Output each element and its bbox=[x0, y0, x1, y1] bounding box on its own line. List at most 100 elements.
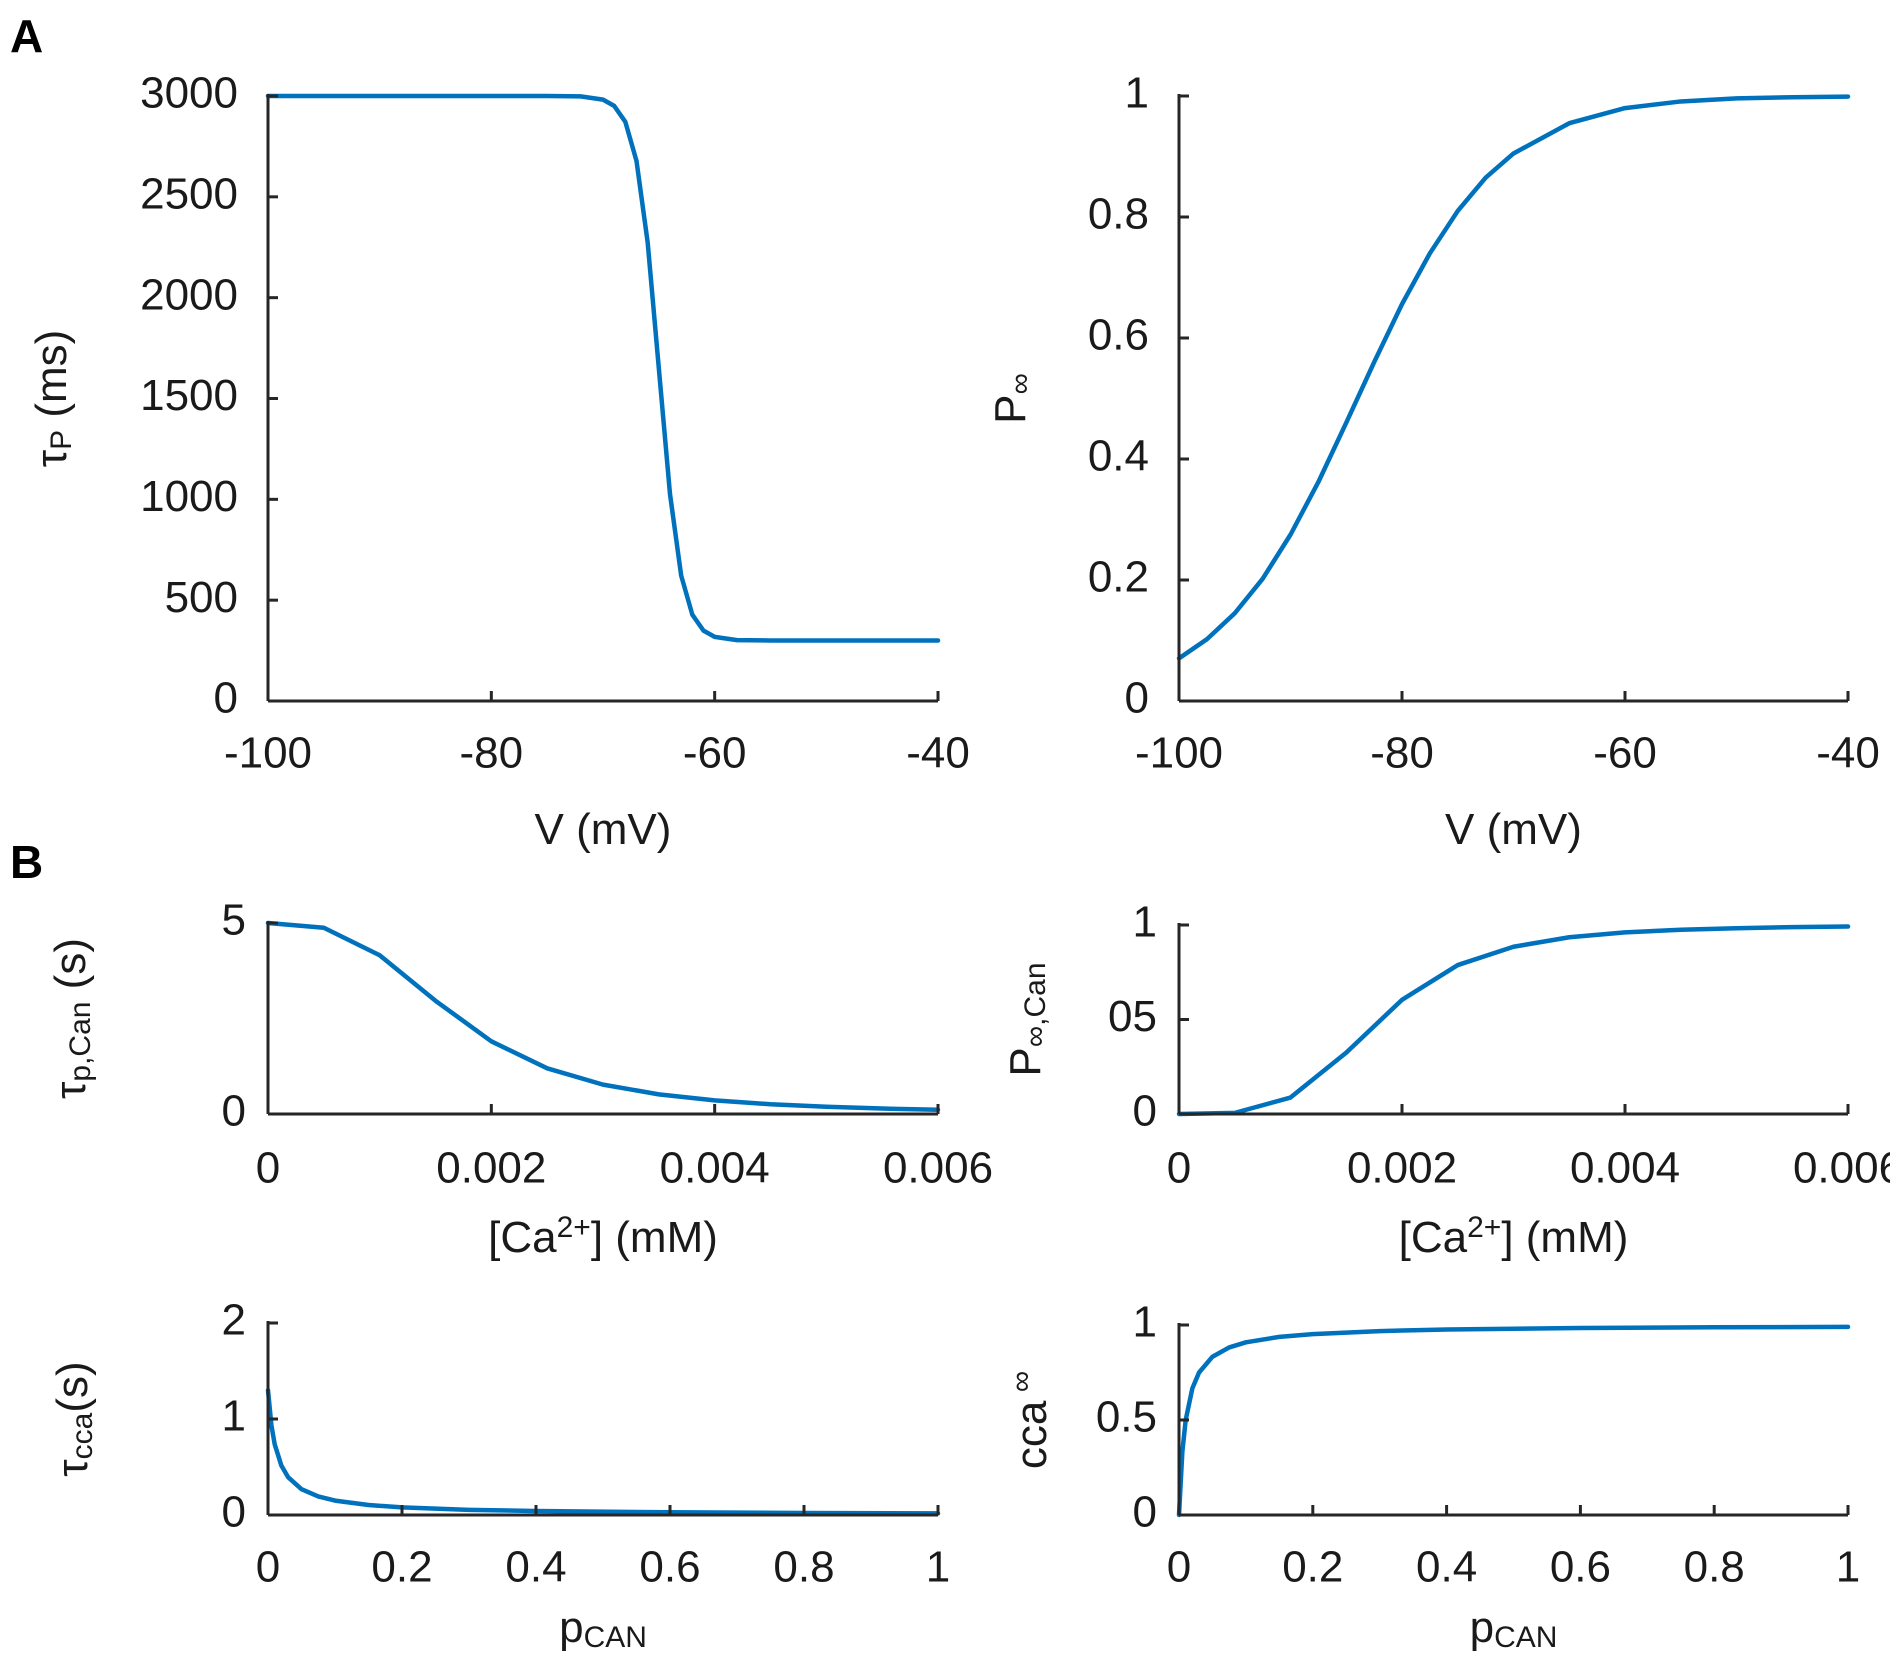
y-tick-label: 0 bbox=[214, 674, 238, 723]
label-part: ∞ bbox=[1005, 1371, 1038, 1401]
y-tick-label: 1 bbox=[1133, 1298, 1157, 1347]
label-part: cca bbox=[66, 1412, 99, 1459]
y-tick-label: 0.8 bbox=[1088, 190, 1149, 239]
x-tick-label: 0.4 bbox=[505, 1543, 566, 1592]
panel-label: A bbox=[10, 10, 43, 62]
label-part: P bbox=[1001, 1047, 1050, 1076]
x-tick-label: 1 bbox=[926, 1543, 950, 1592]
label-part: ∞,Can bbox=[1019, 962, 1052, 1047]
label-part: ] (mM) bbox=[1501, 1213, 1628, 1262]
x-tick-label: -40 bbox=[1816, 729, 1880, 778]
axis-label: P∞,Can bbox=[1001, 962, 1052, 1076]
y-tick-label: 3000 bbox=[140, 69, 238, 118]
data-line bbox=[265, 93, 941, 643]
x-tick-label: -80 bbox=[1370, 729, 1434, 778]
x-tick-label: 0.006 bbox=[1793, 1144, 1890, 1193]
label-part: [Ca bbox=[1399, 1213, 1468, 1262]
label-part: (s) bbox=[46, 938, 95, 1002]
label-part: p bbox=[559, 1603, 583, 1652]
label-part: P bbox=[45, 430, 78, 450]
label-part: P bbox=[986, 395, 1035, 424]
x-tick-label: 0 bbox=[256, 1144, 280, 1193]
label-part: V (mV) bbox=[1445, 805, 1582, 854]
y-tick-label: 1 bbox=[1125, 69, 1149, 118]
x-tick-label: 0.6 bbox=[1550, 1543, 1611, 1592]
y-tick-label: 2000 bbox=[140, 270, 238, 319]
axis-label: [Ca2+] (mM) bbox=[1399, 1211, 1629, 1261]
x-tick-label: 0.002 bbox=[1347, 1144, 1457, 1193]
x-tick-label: -40 bbox=[906, 729, 970, 778]
label-part: τ bbox=[48, 1459, 97, 1477]
x-tick-label: -80 bbox=[460, 729, 524, 778]
axis-label: V (mV) bbox=[1445, 805, 1582, 854]
y-tick-label: 0 bbox=[1133, 1488, 1157, 1537]
y-tick-label: 2500 bbox=[140, 169, 238, 218]
label-part: p,Can bbox=[64, 1002, 97, 1082]
axis-label: P∞ bbox=[986, 373, 1037, 424]
y-tick-label: 05 bbox=[1108, 992, 1157, 1041]
label-part: V (mV) bbox=[535, 805, 672, 854]
label-part: cca bbox=[1007, 1400, 1056, 1469]
x-tick-label: 0.006 bbox=[883, 1144, 993, 1193]
x-tick-label: 0.8 bbox=[1684, 1543, 1745, 1592]
data-line bbox=[1176, 924, 1851, 1117]
data-line bbox=[265, 920, 941, 1113]
y-tick-label: 0.6 bbox=[1088, 311, 1149, 360]
x-tick-label: 0.002 bbox=[436, 1144, 546, 1193]
data-line bbox=[265, 1387, 941, 1516]
axis-label: τP (ms) bbox=[27, 330, 78, 468]
panel-label: B bbox=[10, 836, 43, 888]
label-part: CAN bbox=[1494, 1621, 1557, 1654]
x-tick-label: 0.004 bbox=[1570, 1144, 1680, 1193]
y-tick-label: 0 bbox=[1125, 674, 1149, 723]
axis-label: τp,Can (s) bbox=[46, 938, 97, 1099]
label-part: τ bbox=[46, 1081, 95, 1099]
x-tick-label: 0 bbox=[256, 1543, 280, 1592]
x-tick-label: 1 bbox=[1836, 1543, 1860, 1592]
x-tick-label: -100 bbox=[224, 729, 312, 778]
label-part: τ bbox=[27, 449, 76, 467]
label-part: 2+ bbox=[1467, 1211, 1501, 1244]
axis-label: [Ca2+] (mM) bbox=[488, 1211, 718, 1261]
y-tick-label: 1 bbox=[1133, 898, 1157, 947]
axis-label: pCAN bbox=[1470, 1603, 1558, 1654]
y-tick-label: 0.5 bbox=[1096, 1393, 1157, 1442]
x-tick-label: 0.2 bbox=[1282, 1543, 1343, 1592]
axis-label: cca ∞ bbox=[1005, 1371, 1055, 1469]
label-part: ] (mM) bbox=[591, 1213, 718, 1262]
x-tick-label: -60 bbox=[1593, 729, 1657, 778]
x-tick-label: 0.6 bbox=[639, 1543, 700, 1592]
label-part: [Ca bbox=[488, 1213, 557, 1262]
y-tick-label: 0 bbox=[222, 1488, 246, 1537]
axis-label: τcca(s) bbox=[48, 1361, 99, 1476]
y-tick-label: 1000 bbox=[140, 472, 238, 521]
label-part: ∞ bbox=[1004, 373, 1037, 394]
y-tick-label: 1500 bbox=[140, 371, 238, 420]
x-tick-label: -100 bbox=[1135, 729, 1223, 778]
label-part: 2+ bbox=[557, 1211, 591, 1244]
x-tick-label: 0.004 bbox=[660, 1144, 770, 1193]
data-line bbox=[1176, 94, 1851, 661]
label-part: (s) bbox=[48, 1361, 97, 1412]
x-tick-label: 0.2 bbox=[371, 1543, 432, 1592]
y-tick-label: 1 bbox=[222, 1392, 246, 1441]
x-tick-label: 0.8 bbox=[773, 1543, 834, 1592]
label-part: (ms) bbox=[27, 330, 76, 430]
x-tick-label: 0 bbox=[1167, 1543, 1191, 1592]
y-tick-label: 0.2 bbox=[1088, 553, 1149, 602]
data-line bbox=[1176, 1324, 1851, 1518]
x-tick-label: -60 bbox=[683, 729, 747, 778]
axis-label: pCAN bbox=[559, 1603, 647, 1654]
axis-label: V (mV) bbox=[535, 805, 672, 854]
label-part: p bbox=[1470, 1603, 1494, 1652]
y-tick-label: 2 bbox=[222, 1296, 246, 1345]
y-tick-label: 5 bbox=[222, 896, 246, 945]
label-part: CAN bbox=[584, 1621, 647, 1654]
y-tick-label: 0 bbox=[222, 1087, 246, 1136]
y-tick-label: 500 bbox=[165, 573, 238, 622]
x-tick-label: 0.4 bbox=[1416, 1543, 1477, 1592]
x-tick-label: 0 bbox=[1167, 1144, 1191, 1193]
y-tick-label: 0 bbox=[1133, 1087, 1157, 1136]
